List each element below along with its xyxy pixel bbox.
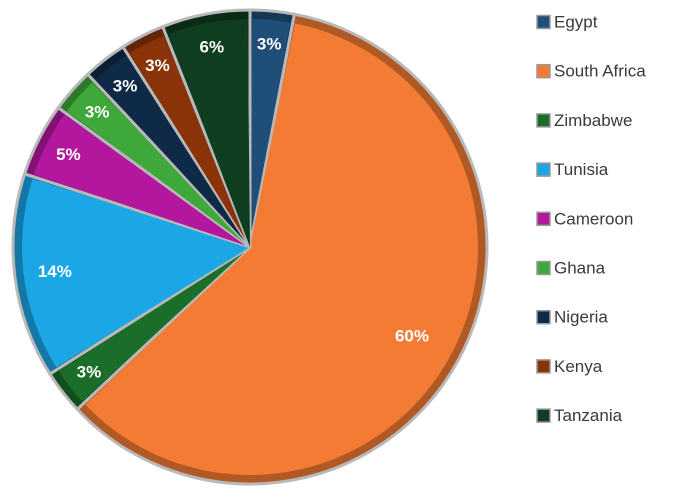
legend-item-south-africa: South Africa bbox=[536, 62, 646, 81]
data-label-south-africa: 60% bbox=[395, 327, 429, 346]
legend-swatch bbox=[536, 113, 551, 128]
legend-label: Tanzania bbox=[554, 406, 623, 425]
pie-slice-face-tanzania bbox=[168, 19, 250, 248]
legend-label: Nigeria bbox=[554, 308, 608, 327]
data-label-zimbabwe: 3% bbox=[77, 362, 102, 381]
legend-swatch bbox=[536, 63, 551, 79]
data-label-tunisia: 14% bbox=[38, 262, 72, 281]
pie-slice-face-zimbabwe bbox=[58, 247, 250, 402]
pie-slice-face-tunisia bbox=[21, 178, 250, 368]
pie-slice-face-south-africa bbox=[85, 23, 479, 476]
legend-swatch bbox=[536, 408, 551, 423]
data-label-kenya: 3% bbox=[145, 56, 170, 75]
legend-label: Kenya bbox=[554, 357, 603, 376]
legend-item-egypt: Egypt bbox=[536, 13, 598, 32]
data-label-nigeria: 3% bbox=[113, 76, 138, 95]
pie-slices bbox=[11, 8, 489, 486]
legend: Egypt South Africa Zimbabwe Tunisia Cameroon… bbox=[536, 13, 646, 425]
pie-slice-face-cameroon bbox=[33, 114, 251, 247]
legend-swatch bbox=[536, 359, 551, 374]
pie-slice-face-ghana bbox=[66, 82, 251, 248]
pie-slice-face-nigeria bbox=[95, 55, 251, 247]
data-label-egypt: 3% bbox=[257, 35, 282, 54]
legend-swatch bbox=[536, 309, 551, 325]
legend-label: Zimbabwe bbox=[554, 111, 632, 130]
legend-item-ghana: Ghana bbox=[536, 259, 606, 278]
legend-item-tunisia: Tunisia bbox=[536, 160, 609, 179]
legend-label: Egypt bbox=[554, 13, 598, 32]
data-label-tanzania: 6% bbox=[200, 37, 225, 56]
legend-item-cameroon: Cameroon bbox=[536, 209, 633, 228]
data-label-ghana: 3% bbox=[85, 103, 110, 122]
legend-item-nigeria: Nigeria bbox=[536, 308, 608, 327]
pie-slice-face-kenya bbox=[129, 35, 250, 248]
legend-item-zimbabwe: Zimbabwe bbox=[536, 111, 632, 130]
legend-label: Cameroon bbox=[554, 209, 633, 228]
legend-swatch bbox=[536, 260, 551, 276]
legend-label: Tunisia bbox=[554, 160, 609, 179]
legend-swatch bbox=[536, 211, 551, 227]
data-label-cameroon: 5% bbox=[56, 145, 81, 164]
legend-item-kenya: Kenya bbox=[536, 357, 603, 376]
pie-data-labels: 3%60%3%14%5%3%3%3%6% bbox=[38, 35, 429, 382]
legend-swatch bbox=[536, 162, 551, 177]
legend-label: Ghana bbox=[554, 259, 606, 278]
legend-item-tanzania: Tanzania bbox=[536, 406, 623, 425]
legend-swatch bbox=[536, 14, 551, 30]
legend-label: South Africa bbox=[554, 62, 646, 81]
